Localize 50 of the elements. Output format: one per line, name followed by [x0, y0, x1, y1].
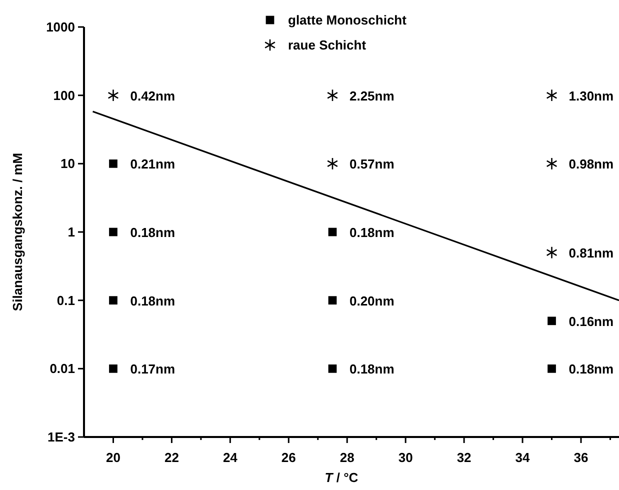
annotation: 0.81nm	[568, 246, 614, 261]
x-tick-label: 24	[222, 450, 238, 465]
y-tick-label: 0.1	[56, 292, 75, 308]
legend-label: raue Schicht	[288, 38, 367, 53]
point	[109, 159, 118, 168]
annotation: 0.18nm	[568, 362, 614, 377]
point	[108, 89, 119, 102]
annotation: 0.42nm	[130, 88, 176, 104]
annotation: 0.57nm	[349, 156, 394, 172]
point	[326, 89, 338, 102]
annotation: 0.21nm	[130, 156, 176, 172]
y-tick-label: 1000	[46, 20, 75, 35]
annotation: 0.18nm	[349, 362, 394, 377]
y-axis-title: Silanausgangskonz. / mM	[10, 152, 25, 312]
annotation: 0.18nm	[130, 225, 176, 240]
y-tick-label: 10	[60, 156, 75, 172]
point	[326, 157, 338, 170]
point	[109, 364, 118, 373]
y-tick-label: 0.01	[50, 361, 75, 376]
point	[546, 246, 558, 259]
point	[328, 364, 337, 373]
annotation: 2.25nm	[349, 88, 394, 104]
annotation: 0.98nm	[568, 156, 614, 172]
point	[109, 296, 118, 305]
y-tick-label: 1	[68, 224, 75, 240]
x-tick-label: 32	[456, 450, 472, 465]
y-tick-label: 100	[53, 88, 75, 103]
point	[109, 228, 118, 236]
annotation: 0.18nm	[130, 293, 176, 308]
point	[328, 228, 337, 236]
x-tick-label: 26	[281, 450, 296, 465]
x-tick-label: 30	[398, 450, 413, 465]
annotation: 0.17nm	[130, 362, 176, 377]
x-tick-label: 34	[515, 450, 531, 465]
x-tick-label: 20	[106, 450, 120, 465]
annotation: 0.18nm	[349, 225, 394, 240]
annotation: 1.30nm	[568, 88, 614, 104]
annotation: 0.20nm	[349, 293, 394, 308]
x-tick-label: 22	[164, 450, 179, 465]
point	[546, 157, 558, 170]
annotation: 0.16nm	[568, 314, 614, 329]
point	[328, 296, 337, 305]
x-axis-title: T / °C	[324, 470, 359, 485]
point	[546, 89, 558, 102]
x-tick-label: 36	[574, 450, 588, 465]
legend-label: glatte Monoschicht	[288, 12, 408, 28]
point	[548, 364, 556, 373]
point	[548, 316, 556, 326]
y-tick-label: 1E-3	[48, 430, 75, 445]
x-tick-label: 28	[340, 450, 354, 465]
